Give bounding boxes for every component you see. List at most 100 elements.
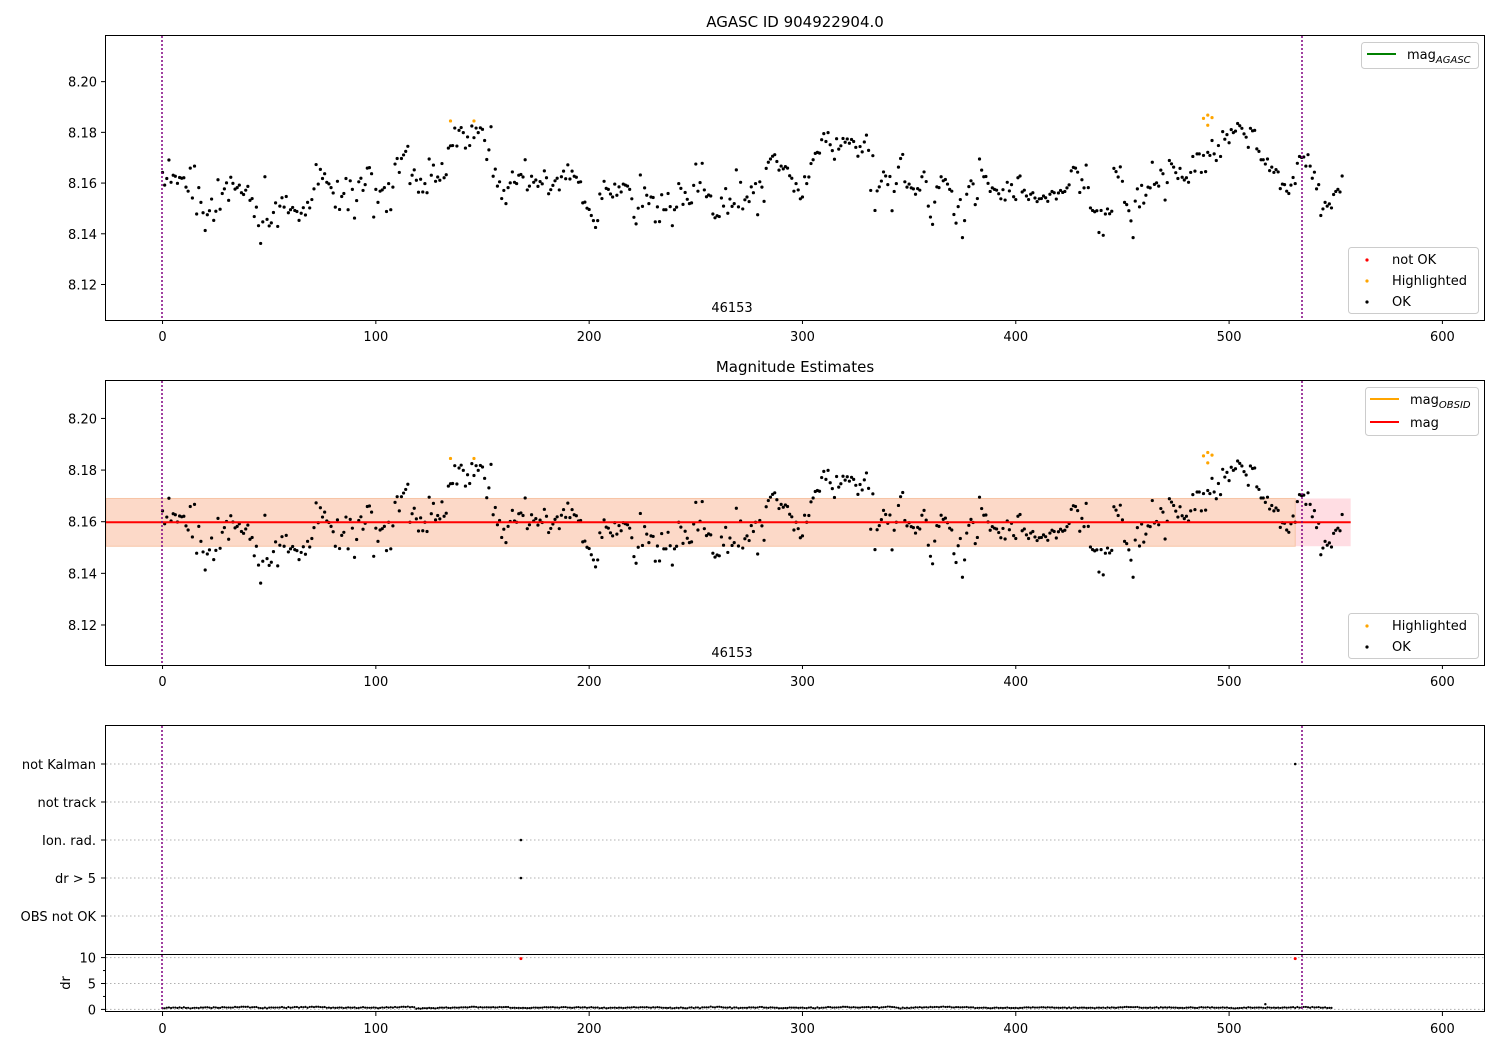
dr-point (317, 1005, 320, 1008)
data-point (792, 528, 796, 532)
data-point (997, 530, 1001, 535)
data-point (438, 178, 442, 182)
dr-point (1100, 1006, 1103, 1009)
data-point (470, 124, 474, 128)
data-point (288, 208, 293, 212)
data-point (536, 523, 540, 527)
data-point (1095, 209, 1099, 213)
dr-point (176, 1006, 179, 1010)
data-point (826, 468, 830, 472)
data-point (741, 546, 745, 550)
data-point (997, 192, 1001, 196)
data-point (1046, 538, 1050, 542)
dr-point (671, 1007, 674, 1010)
data-point (802, 175, 807, 179)
legend-label-mag-agasc: magAGASC (1407, 48, 1471, 66)
dr-point (1223, 1006, 1226, 1009)
data-point (945, 182, 950, 186)
dr-point (679, 1006, 682, 1009)
data-point (1184, 514, 1189, 518)
data-point (768, 157, 773, 161)
data-point (310, 197, 314, 202)
data-point (485, 496, 489, 500)
data-point (1265, 495, 1270, 499)
data-point (369, 172, 374, 176)
data-point (372, 215, 376, 219)
data-point (1206, 488, 1210, 493)
data-point (229, 175, 233, 179)
data-point (668, 205, 672, 209)
dr-point (1004, 1006, 1007, 1010)
dr-point (182, 1006, 185, 1009)
data-point (954, 221, 958, 225)
dr-point (615, 1006, 618, 1010)
data-point (504, 541, 508, 545)
legend-agasc: magAGASC (1361, 42, 1479, 69)
data-point (320, 176, 325, 181)
data-point (216, 516, 220, 520)
data-point (860, 488, 864, 492)
data-point (664, 547, 668, 551)
data-point (237, 183, 241, 187)
data-point (809, 500, 813, 504)
dr-point (538, 1006, 542, 1009)
data-point (318, 167, 322, 171)
dr-point (1183, 1006, 1186, 1010)
dr-point (1036, 1006, 1039, 1009)
data-point (1001, 526, 1005, 531)
x-tick-label: 300 (790, 1022, 815, 1037)
dr-point (856, 1006, 860, 1009)
data-point (557, 188, 561, 192)
dr-point (895, 1006, 898, 1009)
dr-point (263, 1006, 267, 1009)
data-point (805, 181, 809, 186)
dr-point (1270, 1006, 1273, 1009)
data-point (777, 506, 781, 511)
data-point (1024, 533, 1029, 537)
dr-point (718, 1005, 721, 1008)
dr-point (624, 1006, 627, 1010)
data-point (647, 541, 651, 545)
data-point (675, 205, 679, 209)
data-point (551, 183, 555, 187)
data-point (397, 170, 401, 175)
panel-title-agasc: AGASC ID 904922904.0 (706, 13, 884, 31)
data-point (1101, 233, 1105, 237)
data-point (1159, 506, 1163, 511)
data-point (333, 205, 337, 209)
data-point (1278, 525, 1282, 529)
data-point (1026, 197, 1031, 202)
dr-point (389, 1006, 392, 1009)
data-point (401, 153, 406, 157)
data-point (564, 515, 568, 519)
data-point (376, 539, 380, 543)
data-point (1180, 175, 1184, 179)
data-point (864, 133, 869, 137)
data-point (412, 168, 416, 172)
data-point (967, 185, 971, 189)
data-point (1118, 503, 1122, 507)
data-point (625, 523, 630, 527)
data-point (220, 191, 224, 196)
data-point (1227, 479, 1231, 483)
dr-point (558, 1006, 561, 1009)
data-point (310, 536, 314, 541)
data-point (704, 534, 709, 538)
data-point (391, 185, 395, 189)
data-point (389, 208, 393, 212)
dr-point (498, 1005, 501, 1009)
data-point (295, 549, 299, 553)
dr-point (208, 1006, 211, 1009)
dr-point (662, 1006, 665, 1009)
data-point (1180, 514, 1184, 518)
data-point (958, 536, 962, 541)
x-axis-ticks: 0 100 200 300 400 500 600 (158, 320, 1455, 345)
data-point (892, 528, 896, 532)
data-point (651, 195, 655, 200)
data-point (457, 128, 461, 132)
data-point (1325, 204, 1329, 208)
dr-point (1206, 1006, 1209, 1009)
data-point (414, 517, 418, 521)
dr-point (935, 1005, 938, 1009)
data-point (1285, 189, 1289, 193)
